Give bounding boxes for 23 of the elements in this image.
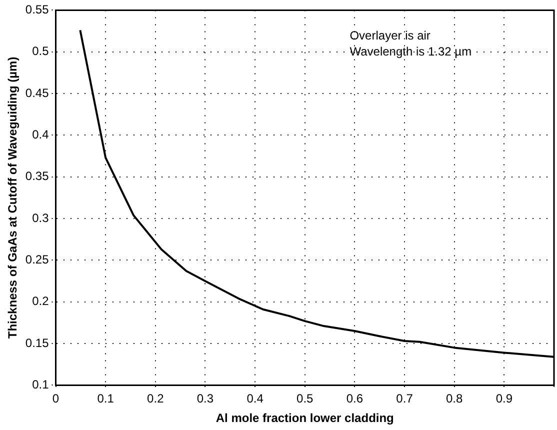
y-tick-label: 0.25 — [25, 252, 50, 267]
annotation: Overlayer is air — [350, 28, 430, 43]
y-tick-label: 0.45 — [25, 86, 50, 100]
y-tick-label: 0.15 — [25, 336, 50, 350]
x-tick-label: 0.5 — [296, 392, 314, 406]
x-tick-label: 0.9 — [496, 392, 513, 406]
x-tick-label: 0.3 — [196, 392, 214, 406]
y-tick-label: 0.1 — [32, 378, 50, 392]
x-tick-label: 0.1 — [97, 392, 114, 406]
x-tick-label: 0.4 — [246, 392, 264, 406]
y-tick-label: 0.4 — [32, 128, 50, 142]
y-tick-label: 0.5 — [32, 44, 50, 58]
x-axis-title: Al mole fraction lower cladding — [216, 411, 394, 426]
x-tick-label: 0.7 — [396, 392, 414, 406]
y-tick-label: 0.35 — [25, 169, 50, 184]
x-tick-label: 0.2 — [147, 392, 164, 406]
y-tick-label: 0.3 — [32, 210, 50, 225]
x-tick-label: 0 — [52, 392, 60, 406]
y-tick-label: 0.55 — [25, 2, 50, 17]
x-tick-label: 0.8 — [446, 392, 464, 406]
x-tick-label: 0.6 — [346, 392, 364, 406]
y-tick-label: 0.2 — [32, 294, 50, 308]
y-axis-title: Thickness of GaAs at Cutoff of Waveguiding (µm) — [6, 56, 20, 339]
